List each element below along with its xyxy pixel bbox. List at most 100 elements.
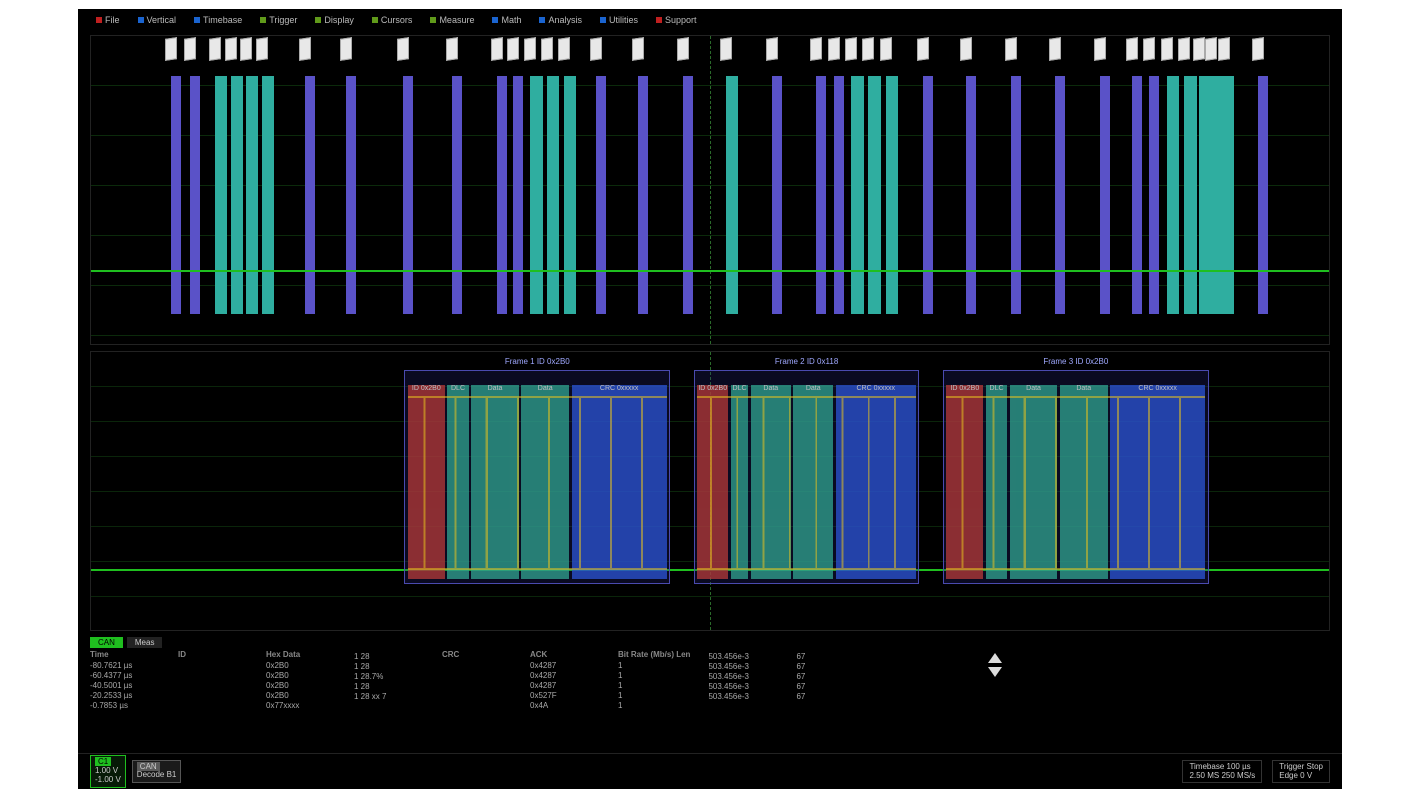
table-cell: 0x2B0 — [266, 661, 336, 670]
decode-frame[interactable]: Frame 2 ID 0x118ID 0x2B0DLCDataDataCRC 0… — [694, 370, 919, 584]
table-cell: -20.2533 µs — [90, 691, 160, 700]
bus-activity-bars — [91, 76, 1329, 314]
bus-bar — [726, 76, 738, 314]
packet-flag-icon — [541, 37, 553, 61]
table-cell: 503.456e-3 — [708, 672, 778, 681]
decode-field-label: ID 0x2B0 — [697, 385, 728, 392]
lower-decode-panel[interactable]: Frame 1 ID 0x2B0ID 0x2B0DLCDataDataCRC 0… — [90, 351, 1330, 631]
bus-bar — [638, 76, 648, 314]
menu-label: Vertical — [147, 15, 177, 25]
packet-flag-icon — [299, 37, 311, 61]
table-cell: 1 28 — [354, 682, 424, 691]
table-cell: 1 28.7% — [354, 672, 424, 681]
readout-column: CRC — [442, 650, 512, 710]
bus-decode-box[interactable]: CANDecode B1 — [132, 760, 182, 784]
bus-bar — [596, 76, 606, 314]
menu-icon — [430, 17, 436, 23]
column-header: Time — [90, 650, 160, 659]
trigger-box[interactable]: Trigger StopEdge 0 V — [1272, 760, 1330, 784]
decode-field-label: Data — [1010, 385, 1058, 392]
menu-trigger[interactable]: Trigger — [254, 13, 303, 27]
packet-flag-icon — [491, 37, 503, 61]
bus-bar — [851, 76, 863, 314]
bus-bar — [834, 76, 844, 314]
packet-flag-icon — [677, 37, 689, 61]
decode-field-label: ID 0x2B0 — [946, 385, 983, 392]
decode-field-label: Data — [793, 385, 833, 392]
readout-tab-strip: CAN Meas — [90, 637, 1330, 648]
channel-1-box[interactable]: C11.00 V-1.00 V — [90, 755, 126, 787]
table-cell: 67 — [796, 692, 866, 701]
table-cell: 67 — [796, 662, 866, 671]
decode-field-label: DLC — [731, 385, 749, 392]
table-cell: 1 28 — [354, 652, 424, 661]
column-header: Bit Rate (Mb/s) Len — [618, 650, 690, 659]
table-cell: 1 28 xx 7 — [354, 692, 424, 701]
bus-bar — [1184, 76, 1196, 314]
channel-label: C1 — [95, 757, 111, 766]
packet-flag-icon — [862, 37, 874, 61]
table-cell: 67 — [796, 672, 866, 681]
timebase-label: Timebase — [1189, 762, 1224, 771]
table-cell: 67 — [796, 652, 866, 661]
scroll-up-button[interactable] — [988, 653, 1002, 663]
column-header: ACK — [530, 650, 600, 659]
menu-label: Support — [665, 15, 697, 25]
menu-label: Timebase — [203, 15, 242, 25]
menu-measure[interactable]: Measure — [424, 13, 480, 27]
decode-readout-panel: CANMeas Time-80.7621 µs-60.4377 µs-40.50… — [78, 633, 1342, 753]
menu-vertical[interactable]: Vertical — [132, 13, 183, 27]
menu-label: File — [105, 15, 120, 25]
menu-cursors[interactable]: Cursors — [366, 13, 419, 27]
packet-flag-icon — [590, 37, 602, 61]
menu-icon — [492, 17, 498, 23]
trigger-label: Trigger — [1279, 762, 1304, 771]
menu-label: Utilities — [609, 15, 638, 25]
packet-flag-icon — [1126, 37, 1138, 61]
readout-column: Bit Rate (Mb/s) Len11111 — [618, 650, 690, 710]
menu-analysis[interactable]: Analysis — [533, 13, 588, 27]
bus-bar — [231, 76, 243, 314]
menu-timebase[interactable]: Timebase — [188, 13, 248, 27]
menu-icon — [372, 17, 378, 23]
readout-tab-meas[interactable]: Meas — [127, 637, 163, 648]
menu-math[interactable]: Math — [486, 13, 527, 27]
bus-bar — [886, 76, 898, 314]
table-cell: 0x4287 — [530, 671, 600, 680]
scroll-down-button[interactable] — [988, 667, 1002, 677]
packet-flag-icon — [507, 37, 519, 61]
table-cell: 1 — [618, 661, 690, 670]
readout-column: 1 281 281 28.7%1 281 28 xx 7 — [354, 650, 424, 710]
menu-icon — [194, 17, 200, 23]
bus-bar — [262, 76, 274, 314]
column-header: ID — [178, 650, 248, 659]
upper-waveform-panel[interactable] — [90, 35, 1330, 345]
frame-title: Frame 3 ID 0x2B0 — [1043, 357, 1108, 366]
packet-flag-icon — [845, 37, 857, 61]
readout-column: ID — [178, 650, 248, 710]
decode-field-label: DLC — [447, 385, 468, 392]
table-cell: 1 — [618, 681, 690, 690]
readout-column: 503.456e-3503.456e-3503.456e-3503.456e-3… — [708, 650, 778, 710]
packet-flag-icon — [524, 37, 536, 61]
bus-bar — [966, 76, 976, 314]
channel-vdiv: 1.00 V — [95, 766, 118, 775]
readout-tab-can[interactable]: CAN — [90, 637, 123, 648]
packet-flag-icon — [340, 37, 352, 61]
digital-trace — [697, 396, 916, 570]
packet-flag-icon — [184, 37, 196, 61]
menu-utilities[interactable]: Utilities — [594, 13, 644, 27]
table-cell: 0x4A — [530, 701, 600, 710]
timebase-box[interactable]: Timebase 100 µs2.50 MS 250 MS/s — [1182, 760, 1262, 784]
table-cell: 503.456e-3 — [708, 662, 778, 671]
timebase-points: 2.50 MS 250 MS/s — [1189, 771, 1255, 780]
menu-file[interactable]: File — [90, 13, 126, 27]
frame-title: Frame 2 ID 0x118 — [775, 357, 838, 366]
decode-frame[interactable]: Frame 1 ID 0x2B0ID 0x2B0DLCDataDataCRC 0… — [404, 370, 670, 584]
bottom-status-strip: C11.00 V-1.00 V CANDecode B1 Timebase 10… — [78, 753, 1342, 789]
bus-bar — [246, 76, 258, 314]
decode-frame[interactable]: Frame 3 ID 0x2B0ID 0x2B0DLCDataDataCRC 0… — [943, 370, 1209, 584]
decode-field-label: CRC 0xxxxx — [1110, 385, 1205, 392]
menu-display[interactable]: Display — [309, 13, 360, 27]
menu-support[interactable]: Support — [650, 13, 703, 27]
